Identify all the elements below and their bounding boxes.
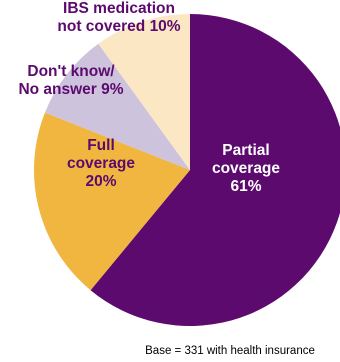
slice-label-line: No answer 9% (18, 81, 123, 98)
slice-label-line: Don't know/ (27, 63, 115, 80)
pie-slice-not-covered (98, 14, 190, 170)
slice-label-dont-know: Don't know/No answer 9% (18, 63, 123, 98)
slice-label-line: coverage (212, 160, 280, 177)
base-footnote: Base = 331 with health insurance (145, 345, 315, 357)
pie-slice-full-coverage (33, 112, 191, 291)
slice-label-not-covered: IBS medication not covered 10% (57, 0, 180, 35)
slice-label-partial-coverage: Partial coverage 61% (212, 142, 280, 195)
slice-label-full-coverage: Full coverage 20% (67, 137, 135, 190)
slice-label-line: Partial (222, 142, 269, 159)
slice-label-line: IBS medication (63, 0, 175, 17)
slice-label-line: not covered 10% (57, 18, 180, 35)
pie-slice-dont-know (44, 43, 191, 170)
pie-slice-partial-coverage (90, 14, 340, 326)
slice-label-line: Full (87, 137, 115, 154)
pie-labels: Partial coverage 61%Full coverage 20%Don't k… (18, 0, 280, 195)
pie-slices (33, 14, 340, 326)
slice-label-line: 61% (230, 178, 261, 195)
slice-label-line: coverage (67, 155, 135, 172)
slice-label-line: 20% (85, 173, 116, 190)
